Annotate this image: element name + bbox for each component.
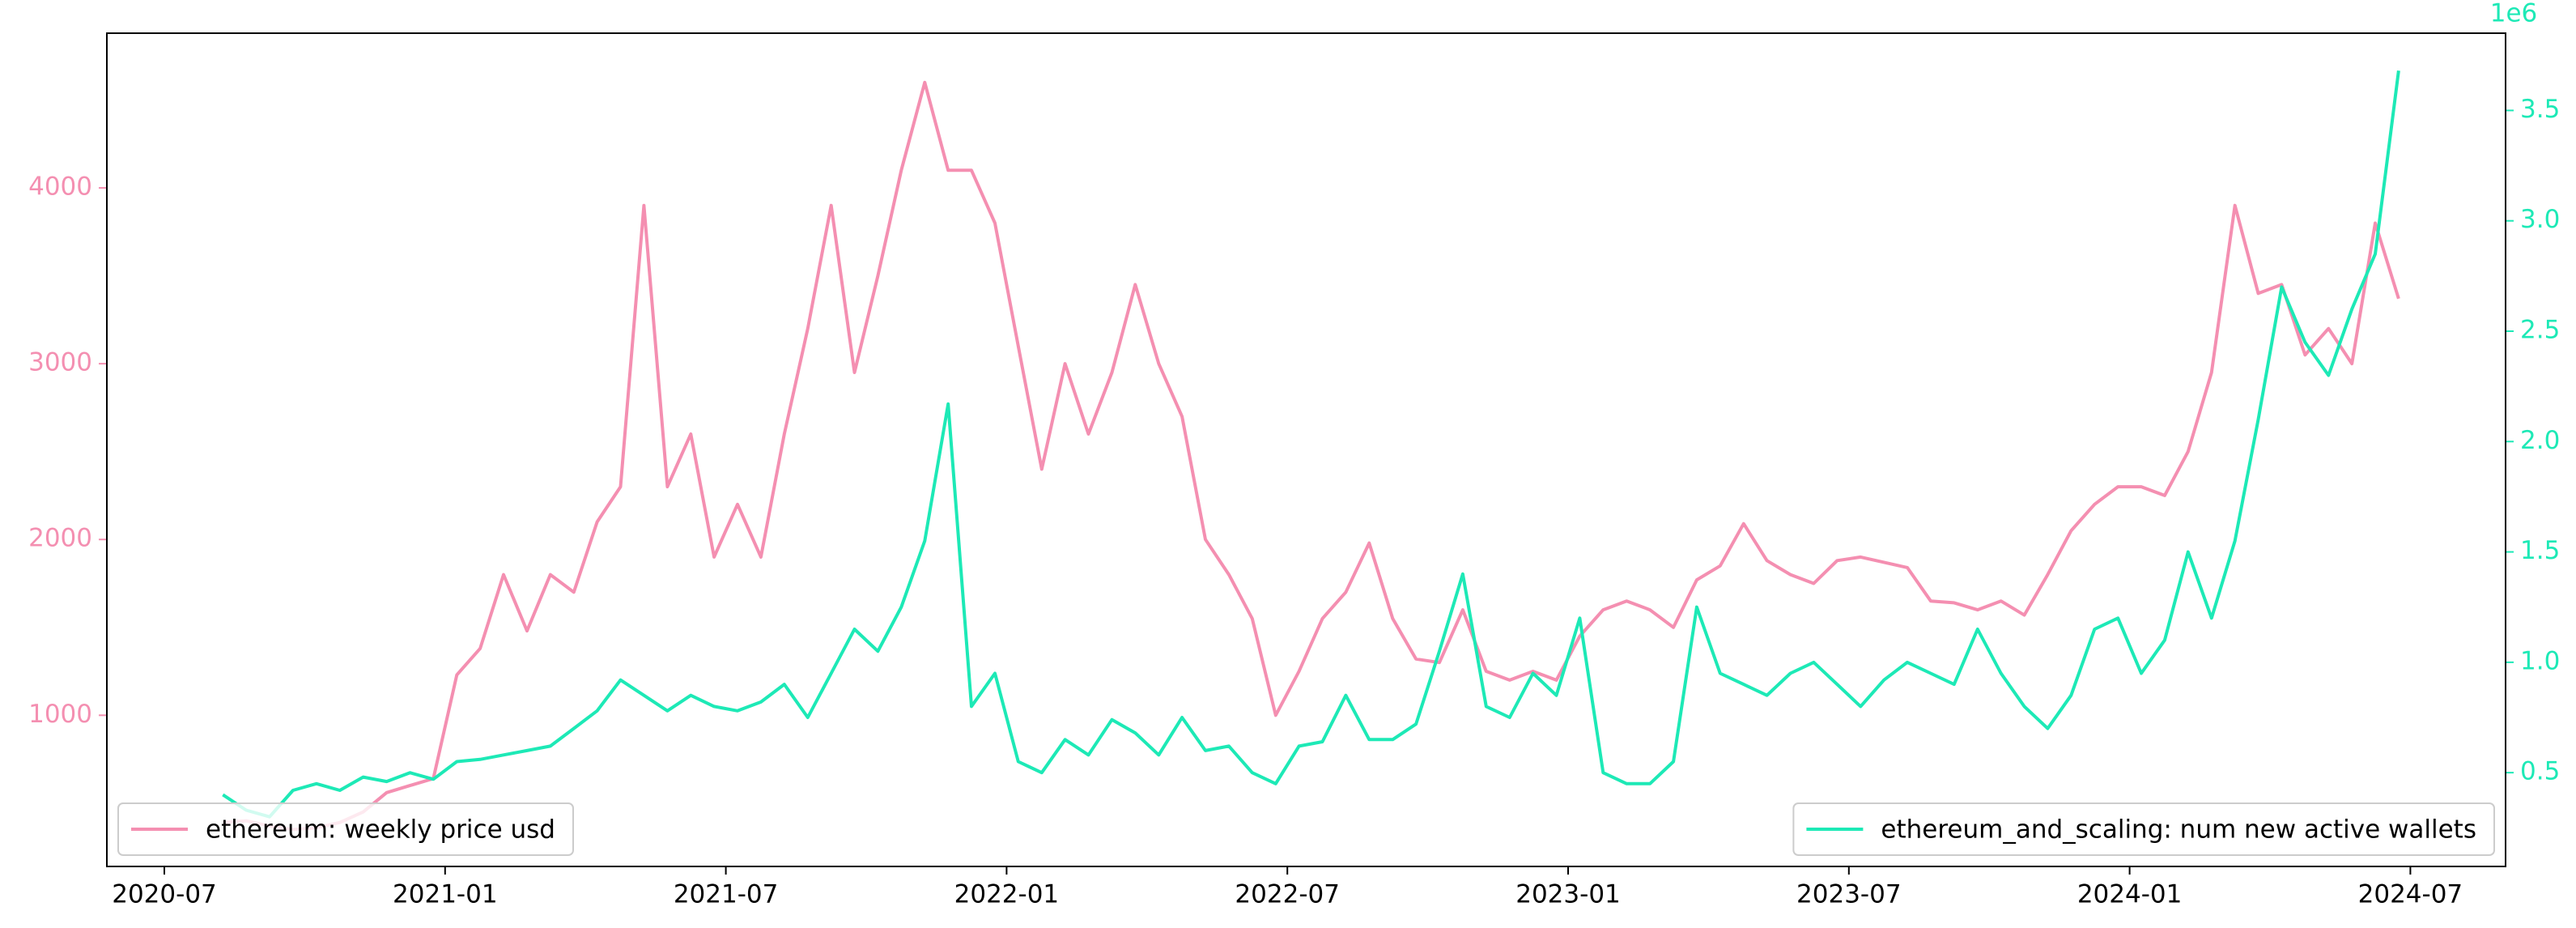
x-tick-label: 2020-07 (112, 880, 217, 909)
legend-box (1792, 802, 2495, 856)
y-tick-label: 3000 (28, 348, 92, 377)
series-line (222, 70, 2400, 819)
x-tick-label: 2024-07 (2358, 880, 2463, 909)
legend-label: ethereum_and_scaling: num new active wal… (1881, 815, 2476, 845)
y2-tick-label: 3.5 (2520, 95, 2560, 124)
legend-box (117, 802, 574, 856)
legend: ethereum: weekly price usd (117, 802, 574, 856)
y-tick-label: 2000 (28, 524, 92, 553)
x-tick-label: 2022-01 (954, 880, 1060, 909)
x-tick-label: 2021-01 (393, 880, 498, 909)
legend: ethereum_and_scaling: num new active wal… (1792, 802, 2495, 856)
x-tick-label: 2021-07 (674, 880, 779, 909)
series-line (223, 80, 2400, 832)
y2-tick-label: 0.5 (2520, 757, 2560, 786)
x-tick-label: 2024-01 (2077, 880, 2183, 909)
y-tick-label: 1000 (28, 700, 92, 729)
y2-tick-label: 1.0 (2520, 646, 2560, 675)
y2-tick-label: 2.0 (2520, 426, 2560, 455)
y2-tick-label: 1.5 (2520, 536, 2560, 565)
x-tick-label: 2023-07 (1796, 880, 1902, 909)
y2-tick-label: 2.5 (2520, 315, 2560, 344)
y-tick-label: 4000 (28, 172, 92, 202)
plot-frame (106, 32, 2506, 867)
x-tick-label: 2023-01 (1515, 880, 1621, 909)
y2-tick-label: 3.0 (2520, 205, 2560, 234)
legend-label: ethereum: weekly price usd (206, 815, 555, 845)
y2-offset-label: 1e6 (2490, 0, 2538, 28)
x-tick-label: 2022-07 (1235, 880, 1340, 909)
